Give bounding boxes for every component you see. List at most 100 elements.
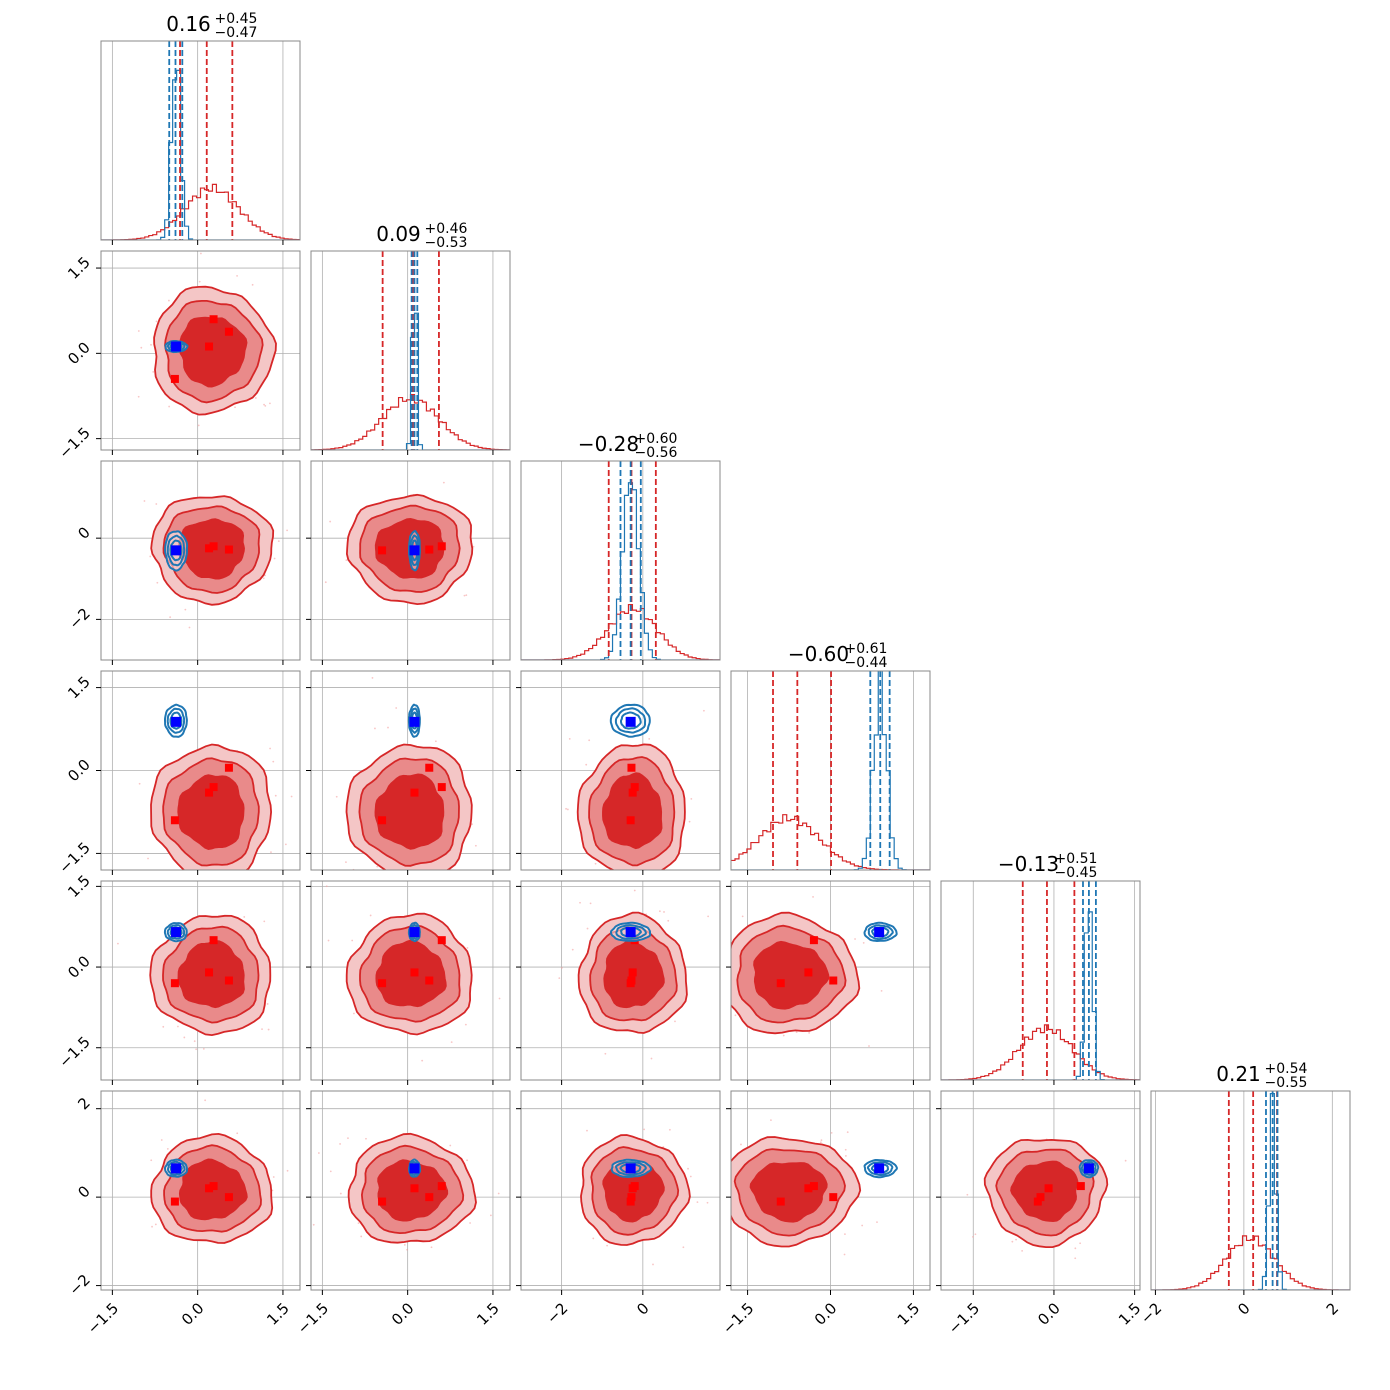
scatter-point xyxy=(571,948,574,951)
scatter-point xyxy=(844,1148,847,1151)
red-marker xyxy=(170,816,179,825)
scatter-point xyxy=(421,1059,424,1062)
scatter-point xyxy=(269,402,271,405)
scatter-point xyxy=(284,843,287,846)
y-tick-label: −1.5 xyxy=(55,1033,93,1071)
blue-contour xyxy=(1080,1161,1097,1176)
scatter-point xyxy=(560,966,563,969)
scatter-point xyxy=(339,1192,342,1195)
scatter-point xyxy=(374,727,376,730)
panel-frame xyxy=(310,460,511,661)
red-marker xyxy=(804,1184,813,1193)
panel-1-0: −1.5 0.0 1.5 xyxy=(55,250,301,462)
scatter-point xyxy=(138,782,141,785)
scatter-point xyxy=(795,1031,798,1033)
blue-marker xyxy=(625,927,636,938)
scatter-point xyxy=(339,1143,341,1145)
scatter-point xyxy=(387,726,389,729)
scatter-point xyxy=(498,997,501,1000)
red-contour-inner xyxy=(749,1162,828,1223)
x-tick-label: 0.0 xyxy=(811,1299,841,1329)
scatter-point xyxy=(706,962,708,964)
scatter-point xyxy=(162,1025,165,1028)
red-marker xyxy=(829,1193,838,1202)
red-marker xyxy=(804,968,813,977)
red-marker xyxy=(410,968,419,977)
scatter-point xyxy=(200,252,202,255)
panel-4-3 xyxy=(706,880,931,1085)
blue-marker xyxy=(171,1163,182,1174)
y-tick-label: 1.5 xyxy=(64,253,94,283)
panel-title: 0.16 xyxy=(166,12,211,36)
panel-2-1 xyxy=(306,460,511,665)
blue-contour xyxy=(614,707,647,734)
red-marker xyxy=(437,1182,446,1191)
scatter-point xyxy=(466,947,469,949)
red-marker xyxy=(628,788,637,797)
scatter-point xyxy=(351,939,354,942)
blue-contour xyxy=(166,707,186,734)
x-tick-label: −1.5 xyxy=(945,1299,983,1337)
scatter-point xyxy=(689,1175,692,1178)
red-marker xyxy=(224,976,233,985)
blue-marker xyxy=(171,927,182,938)
red-marker xyxy=(1076,1182,1085,1191)
x-tick-label: −2 xyxy=(1137,1299,1165,1327)
scatter-point xyxy=(430,1246,433,1249)
scatter-point xyxy=(365,1137,367,1140)
red-marker xyxy=(378,1197,387,1206)
scatter-point xyxy=(643,1128,646,1131)
scatter-point xyxy=(706,1201,709,1204)
blue-contour xyxy=(166,1160,186,1176)
red-marker xyxy=(224,545,233,554)
red-marker xyxy=(628,968,637,977)
scatter-point xyxy=(251,283,254,286)
panel-4-0: −1.50.01.5 xyxy=(55,872,301,1085)
red-contour-inner xyxy=(374,773,445,850)
scatter-point xyxy=(345,559,348,562)
blue-marker xyxy=(409,927,420,938)
scatter-point xyxy=(472,545,475,548)
red-marker xyxy=(627,976,636,985)
y-tick-label: −2 xyxy=(65,1271,93,1299)
scatter-point xyxy=(197,424,200,427)
scatter-point xyxy=(184,608,187,611)
scatter-point xyxy=(474,844,477,847)
panel-5-0: −1.5 0.0 1.5 −2 0 2 xyxy=(65,1090,301,1338)
scatter-point xyxy=(243,916,246,918)
red-marker xyxy=(209,542,218,551)
scatter-point xyxy=(117,942,119,945)
blue-histogram xyxy=(101,69,300,240)
scatter-point xyxy=(808,1032,811,1034)
blue-contour xyxy=(614,1161,647,1176)
scatter-point xyxy=(819,1141,822,1144)
scatter-point xyxy=(403,1243,406,1246)
panel-title: −0.13 xyxy=(998,852,1059,876)
scatter-point xyxy=(830,1131,833,1134)
scatter-point xyxy=(261,1028,263,1030)
red-marker xyxy=(630,1182,639,1191)
scatter-point xyxy=(345,861,347,863)
red-histogram xyxy=(1151,1235,1350,1290)
scatter-point xyxy=(376,865,379,868)
scatter-point xyxy=(264,404,267,407)
scatter-point xyxy=(868,1045,870,1047)
scatter-point xyxy=(290,795,293,798)
blue-histogram xyxy=(1151,1093,1350,1290)
panel-title-plus: +0.61 xyxy=(845,641,888,657)
scatter-point xyxy=(628,875,630,877)
scatter-point xyxy=(357,1222,360,1225)
scatter-point xyxy=(568,737,571,740)
blue-marker xyxy=(625,716,636,727)
scatter-point xyxy=(266,1003,269,1005)
scatter-point xyxy=(347,1137,349,1140)
y-tick-label: 0 xyxy=(74,1182,93,1201)
scatter-point xyxy=(156,581,159,584)
scatter-point xyxy=(254,397,257,399)
scatter-point xyxy=(445,898,447,900)
scatter-point xyxy=(846,1131,849,1134)
scatter-point xyxy=(667,919,670,922)
scatter-point xyxy=(317,1152,320,1154)
panel-title-minus: −0.55 xyxy=(1265,1075,1308,1091)
red-marker xyxy=(410,1184,419,1193)
